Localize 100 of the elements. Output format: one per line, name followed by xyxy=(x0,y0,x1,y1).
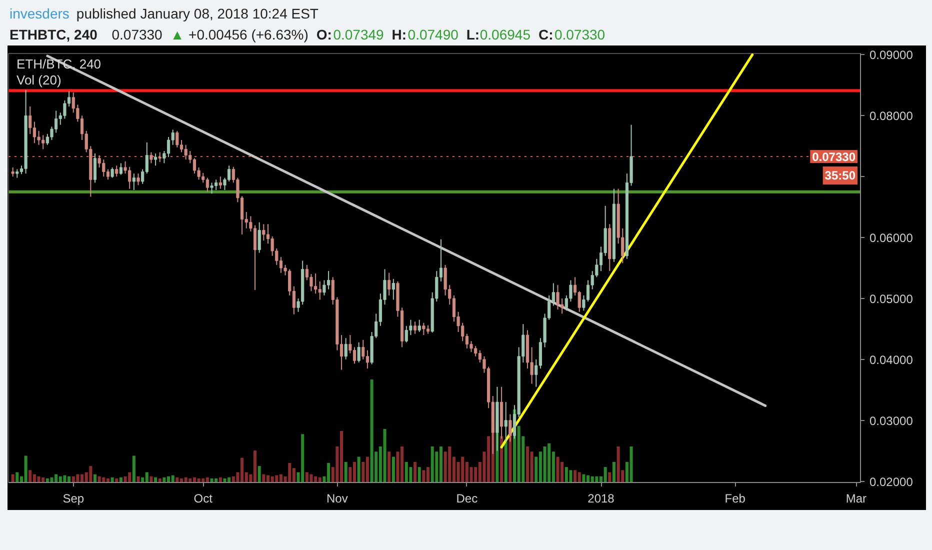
y-tick-label: 0.03000 xyxy=(870,414,914,428)
chart-subtitle: invesders published January 08, 2018 10:24 EST xyxy=(10,6,319,22)
candlestick xyxy=(63,100,66,120)
candlestick xyxy=(413,321,417,334)
bar xyxy=(404,462,408,482)
bar xyxy=(145,472,148,482)
bar xyxy=(11,474,14,482)
bar xyxy=(357,456,360,482)
candlestick xyxy=(392,278,395,300)
candlestick xyxy=(388,272,391,296)
candlestick xyxy=(357,342,360,363)
text: O:0.07349 xyxy=(316,26,384,42)
bar xyxy=(24,456,28,482)
bar xyxy=(63,475,66,482)
candlestick xyxy=(154,152,158,166)
candlestick xyxy=(110,166,114,178)
text: L:0.06945 xyxy=(466,26,531,42)
candlestick xyxy=(344,338,348,360)
bar xyxy=(448,446,452,482)
bar xyxy=(439,446,442,482)
candlestick xyxy=(192,158,196,174)
bar xyxy=(352,462,356,482)
candlestick xyxy=(132,173,136,190)
candlestick xyxy=(366,350,370,370)
bar xyxy=(301,434,304,482)
bar xyxy=(171,475,174,482)
text: H:0.07490 xyxy=(392,26,459,42)
bar xyxy=(616,446,620,482)
text: 0.07330 xyxy=(112,26,163,42)
bar xyxy=(370,380,374,482)
bar xyxy=(569,470,572,482)
bar xyxy=(16,472,19,482)
bar xyxy=(418,467,421,482)
x-tick-label: Feb xyxy=(724,492,746,506)
candlestick xyxy=(150,152,153,164)
candlestick xyxy=(218,176,222,190)
bar xyxy=(392,456,395,482)
candlestick xyxy=(166,136,170,158)
bar xyxy=(556,456,560,482)
bar xyxy=(504,441,508,482)
bar xyxy=(28,470,32,482)
candlestick xyxy=(93,152,97,184)
bar xyxy=(76,474,80,482)
bar xyxy=(500,436,504,482)
bar xyxy=(262,474,266,482)
candlestick xyxy=(37,130,40,146)
bar xyxy=(89,466,92,482)
candlestick xyxy=(206,177,209,192)
bar xyxy=(288,462,292,482)
candlestick xyxy=(136,173,140,186)
x-tick-label: Mar xyxy=(846,492,867,506)
annotation: 35:50 xyxy=(824,168,856,182)
candlestick xyxy=(176,130,179,148)
bar xyxy=(136,476,140,482)
candlestick xyxy=(352,346,356,364)
bar xyxy=(223,478,226,482)
bar xyxy=(574,470,577,482)
bar xyxy=(132,456,136,482)
bar xyxy=(93,474,97,482)
x-tick-label: Sep xyxy=(62,492,84,506)
bar xyxy=(388,452,391,482)
bar xyxy=(258,466,261,482)
candlestick xyxy=(158,152,162,162)
y-tick-label: 0.04000 xyxy=(870,352,914,367)
bar xyxy=(344,462,348,482)
candlestick xyxy=(422,322,426,336)
bar xyxy=(630,446,633,482)
bar xyxy=(128,472,132,482)
bar xyxy=(612,462,616,482)
x-tick-label: Dec xyxy=(456,492,478,506)
chart-title: Vol (20) xyxy=(16,72,62,88)
y-tick-label: 0.05000 xyxy=(870,292,914,306)
bar xyxy=(383,428,386,482)
candlestick xyxy=(210,182,214,194)
candlestick xyxy=(253,224,257,290)
bar xyxy=(422,470,426,482)
text: ▲ +0.00456 (+6.63%) xyxy=(170,26,308,42)
ref-line-label: 0.07330 xyxy=(812,150,856,164)
bar xyxy=(604,467,607,482)
bar xyxy=(266,475,270,482)
x-tick-label: Oct xyxy=(194,492,214,506)
bar xyxy=(430,446,434,482)
bar xyxy=(366,456,369,482)
y-tick-label: 0.06000 xyxy=(870,231,914,246)
text: C:0.07330 xyxy=(538,26,606,42)
candlestick xyxy=(362,339,365,360)
candlestick xyxy=(322,280,326,296)
bar xyxy=(608,472,612,482)
candlestick xyxy=(28,106,32,134)
x-tick-label: Nov xyxy=(326,492,348,506)
candlestick xyxy=(326,270,330,290)
bar xyxy=(582,474,586,482)
candlestick xyxy=(318,280,322,300)
candlestick xyxy=(556,284,560,310)
y-tick-label: 0.09000 xyxy=(870,48,914,62)
bar xyxy=(578,472,581,482)
candlestick xyxy=(258,222,261,254)
bar xyxy=(564,467,568,482)
bar xyxy=(50,477,54,482)
bar xyxy=(310,474,313,482)
